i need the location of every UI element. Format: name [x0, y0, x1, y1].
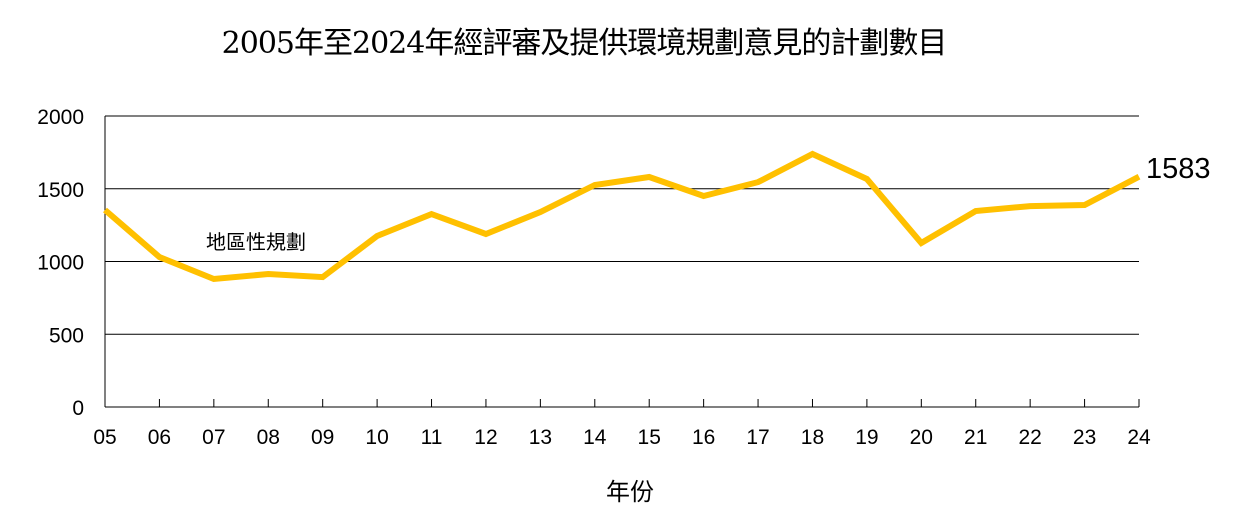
- x-tick-label: 11: [421, 426, 443, 449]
- y-tick-label: 500: [49, 324, 84, 347]
- series-line: [103, 150, 1141, 283]
- x-tick-label: 10: [365, 426, 388, 449]
- x-tick-label: 23: [1073, 426, 1096, 449]
- y-tick-label: 2000: [37, 106, 84, 129]
- x-tick-label: 06: [148, 426, 171, 449]
- x-axis-label: 年份: [606, 478, 654, 506]
- y-tick-label: 1500: [37, 179, 84, 202]
- x-tick-label: 21: [964, 426, 987, 449]
- x-tick-label: 08: [257, 426, 280, 449]
- chart-title: 2005年至2024年經評審及提供環境規劃意見的計劃數目: [221, 26, 948, 61]
- axes: [104, 116, 1139, 408]
- y-tick-label: 1000: [37, 252, 84, 275]
- x-tick-label: 22: [1018, 426, 1041, 449]
- x-axis-ticks: 05 06 07 08 09 10 11 12 13 14 15 16 17 18 19 20 21 22 23 24: [93, 399, 1151, 449]
- x-tick-label: 09: [311, 426, 334, 449]
- x-tick-label: 13: [529, 426, 552, 449]
- x-tick-label: 12: [474, 426, 497, 449]
- x-tick-label: 24: [1127, 426, 1151, 449]
- x-tick-label: 20: [910, 426, 933, 449]
- series-annotation: 地區性規劃: [206, 230, 306, 254]
- x-tick-label: 16: [692, 426, 715, 449]
- x-tick-label: 19: [855, 426, 878, 449]
- end-value-label: 1583: [1146, 153, 1211, 185]
- x-tick-label: 05: [93, 426, 116, 449]
- x-tick-label: 07: [202, 426, 225, 449]
- x-tick-label: 17: [746, 426, 769, 449]
- x-tick-label: 14: [583, 426, 607, 449]
- y-axis-ticks: 0 500 1000 1500 2000: [37, 106, 84, 420]
- x-tick-label: 15: [638, 426, 661, 449]
- y-tick-label: 0: [72, 397, 84, 420]
- gridlines: [105, 115, 1139, 335]
- x-tick-label: 18: [801, 426, 824, 449]
